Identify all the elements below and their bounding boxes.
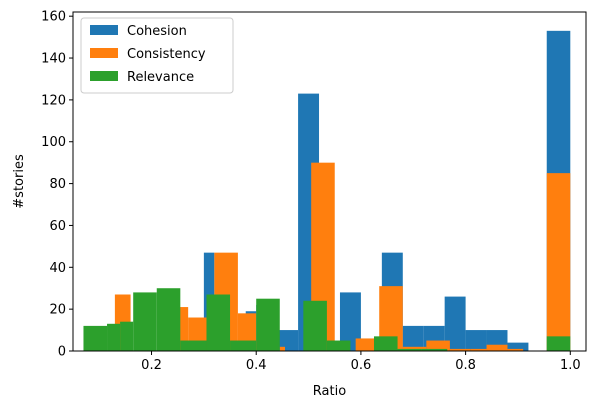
- bar-relevance-14: [546, 336, 571, 351]
- bar-relevance-3: [133, 292, 157, 351]
- bar-relevance-10: [326, 340, 351, 351]
- x-tick-label: 0.8: [455, 358, 476, 373]
- bar-relevance-11: [373, 336, 398, 351]
- bar-relevance-9: [303, 300, 327, 351]
- bar-consistency-17: [546, 173, 571, 351]
- bar-relevance-5: [180, 340, 207, 351]
- bar-cohesion-7: [402, 325, 424, 351]
- y-tick-label: 60: [49, 219, 66, 234]
- plot-frame: [72, 11, 587, 352]
- x-axis-label: Ratio: [313, 384, 346, 399]
- x-tick-label: 0.4: [246, 358, 267, 373]
- bar-relevance-6: [206, 294, 231, 351]
- y-axis-label: #stories: [12, 154, 27, 209]
- x-tick-label: 1.0: [560, 358, 581, 373]
- bars-layer: [83, 30, 571, 352]
- bar-cohesion-12: [507, 342, 529, 351]
- y-tick-label: 100: [41, 135, 66, 150]
- bar-cohesion-3: [277, 330, 299, 351]
- bar-consistency-10: [379, 286, 403, 351]
- bar-consistency-7: [279, 346, 285, 351]
- y-axis-ticks: 0 20 40 60 80 100 120 140 160: [41, 10, 73, 360]
- bar-consistency-11: [402, 346, 427, 351]
- bar-relevance-0: [83, 325, 108, 351]
- y-tick-label: 20: [49, 303, 66, 318]
- bar-relevance-7: [230, 340, 257, 351]
- y-tick-label: 80: [49, 177, 66, 192]
- y-tick-label: 120: [41, 93, 66, 108]
- bar-cohesion-10: [465, 330, 487, 351]
- bar-relevance-12: [397, 348, 422, 351]
- y-tick-label: 160: [41, 10, 66, 25]
- legend-swatch-consistency: [90, 48, 118, 58]
- x-tick-label: 0.6: [351, 358, 372, 373]
- bar-consistency-1: [177, 307, 189, 351]
- legend-label-relevance: Relevance: [127, 70, 194, 85]
- bar-relevance-1: [107, 323, 121, 351]
- bar-consistency-15: [486, 344, 508, 351]
- bar-relevance-13: [421, 348, 448, 351]
- bar-relevance-2: [120, 321, 134, 351]
- x-axis-ticks: 0.2 0.4 0.6 0.8 1.0: [141, 351, 581, 373]
- bar-consistency-9: [355, 338, 380, 351]
- y-tick-label: 140: [41, 52, 66, 67]
- legend-swatch-relevance: [90, 71, 118, 81]
- y-tick-label: 0: [58, 345, 66, 360]
- legend-label-consistency: Consistency: [127, 47, 206, 62]
- y-tick-label: 40: [49, 261, 66, 276]
- bar-consistency-16: [507, 348, 524, 351]
- bar-relevance-8: [256, 298, 280, 351]
- bar-consistency-12: [426, 340, 450, 351]
- legend: Cohesion Consistency Relevance: [80, 17, 234, 94]
- bar-cohesion-5: [339, 292, 361, 351]
- legend-label-cohesion: Cohesion: [127, 24, 187, 39]
- bar-consistency-13: [449, 348, 471, 351]
- bar-consistency-14: [470, 348, 495, 351]
- legend-swatch-cohesion: [90, 25, 118, 35]
- bar-relevance-4: [156, 288, 181, 351]
- legend-box: [80, 17, 234, 94]
- x-tick-label: 0.2: [141, 358, 162, 373]
- bar-cohesion-9: [444, 296, 466, 351]
